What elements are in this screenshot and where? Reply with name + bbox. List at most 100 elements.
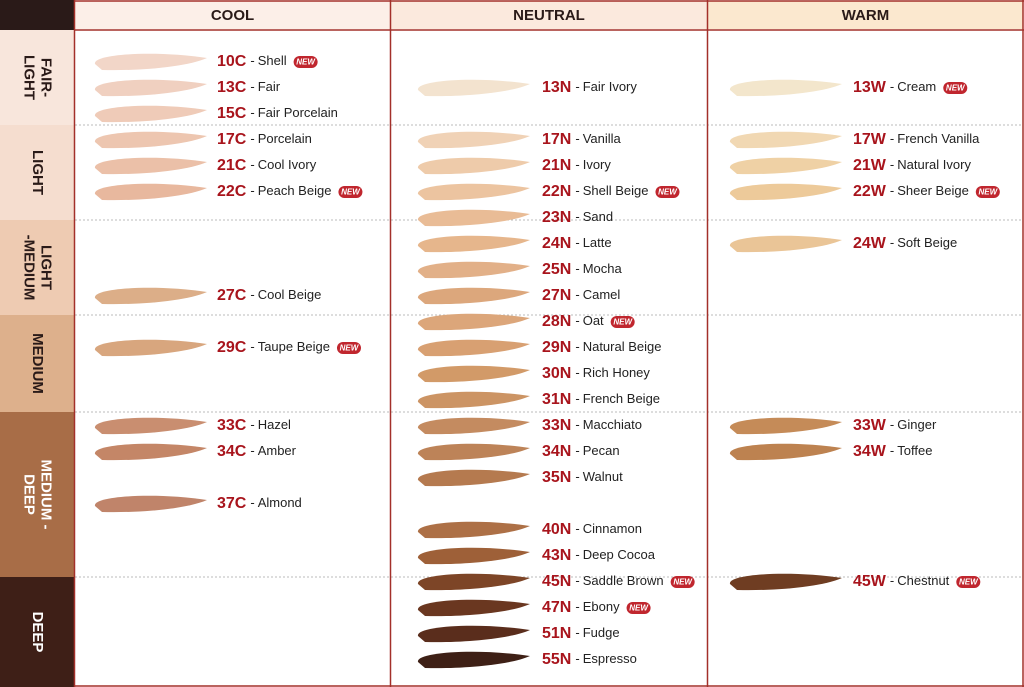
swatch: [729, 183, 842, 201]
shade-label: 30N - Rich Honey: [542, 365, 650, 382]
shade-name: Cinnamon: [583, 521, 642, 536]
shade-label: 34C - Amber: [217, 443, 297, 460]
swatch: [417, 235, 530, 253]
row-label-cell: [0, 220, 74, 315]
swatch: [417, 521, 530, 539]
shade-label: 22N - Shell Beige: [542, 183, 648, 200]
header-cell: [708, 1, 1023, 29]
shade-label: 40N - Cinnamon: [542, 521, 642, 538]
swatch: [417, 599, 530, 617]
shade-label: 29C - Taupe Beige: [217, 339, 330, 356]
separator: -: [250, 417, 254, 432]
shade-code: 47N: [542, 599, 571, 616]
shade-name: Shell: [258, 53, 287, 68]
shade-name: Taupe Beige: [258, 339, 330, 354]
shade-label: 37C - Almond: [217, 495, 302, 512]
shade-label: 43N - Deep Cocoa: [542, 547, 656, 564]
swatch: [417, 443, 530, 461]
swatch: [94, 183, 207, 201]
shade-code: 30N: [542, 365, 571, 382]
shade-name: Chestnut: [897, 573, 949, 588]
shade-label: 22W - Sheer Beige: [853, 183, 969, 200]
shade-code: 24W: [853, 235, 887, 252]
swatch: [417, 287, 530, 305]
shade-label: 17W - French Vanilla: [853, 131, 980, 148]
separator: -: [250, 339, 254, 354]
shade-code: 28N: [542, 313, 571, 330]
shade-label: 24W - Soft Beige: [853, 235, 957, 252]
shade-name: Walnut: [583, 469, 623, 484]
shade-label: 13W - Cream: [853, 79, 936, 96]
shade-name: Hazel: [258, 417, 291, 432]
new-badge-text: NEW: [673, 578, 693, 587]
shade-name: Fudge: [583, 625, 620, 640]
shade-code: 55N: [542, 651, 571, 668]
swatch: [729, 79, 842, 97]
corner: [0, 0, 74, 30]
separator: -: [250, 495, 254, 510]
swatch: [729, 157, 842, 175]
shade-name: Ginger: [897, 417, 937, 432]
new-badge: [956, 576, 981, 588]
swatch: [417, 261, 530, 279]
separator: -: [250, 131, 254, 146]
shade-label: 13C - Fair: [217, 79, 281, 96]
shade-code: 15C: [217, 105, 247, 122]
header-cell: [391, 1, 707, 29]
shade-label: 17C - Porcelain: [217, 131, 312, 148]
separator: -: [575, 313, 579, 328]
shade-code: 43N: [542, 547, 571, 564]
separator: -: [575, 183, 579, 198]
shade-label: 10C - Shell: [217, 53, 287, 70]
separator: -: [890, 79, 894, 94]
row-label: MEDIUM -: [38, 460, 55, 530]
separator: -: [575, 469, 579, 484]
row-label-cell: [0, 577, 74, 687]
shade-label: 35N - Walnut: [542, 469, 623, 486]
shade-label: 45W - Chestnut: [853, 573, 950, 590]
shade-code: 29C: [217, 339, 247, 356]
row-label-cell: [0, 315, 74, 412]
shade-label: 34W - Toffee: [853, 443, 932, 460]
shade-code: 10C: [217, 53, 247, 70]
shade-code: 51N: [542, 625, 571, 642]
separator: -: [575, 521, 579, 536]
shade-code: 34C: [217, 443, 247, 460]
row-label: LIGHT: [21, 55, 38, 100]
shade-name: Cool Beige: [258, 287, 322, 302]
separator: -: [575, 573, 579, 588]
shade-name: Natural Ivory: [897, 157, 971, 172]
shade-code: 33C: [217, 417, 247, 434]
shade-label: 51N - Fudge: [542, 625, 620, 642]
new-badge: [943, 82, 968, 94]
shade-name: Mocha: [583, 261, 623, 276]
swatch: [417, 365, 530, 383]
shade-label: 23N - Sand: [542, 209, 613, 226]
shade-code: 27C: [217, 287, 247, 304]
shade-name: Natural Beige: [583, 339, 662, 354]
shade-label: 33C - Hazel: [217, 417, 291, 434]
shade-name: Amber: [258, 443, 297, 458]
shade-name: Rich Honey: [583, 365, 651, 380]
shade-code: 23N: [542, 209, 571, 226]
swatch: [417, 79, 530, 97]
shade-label: 33W - Ginger: [853, 417, 937, 434]
separator: -: [890, 183, 894, 198]
row-label-cell: [0, 30, 74, 125]
swatch: [729, 131, 842, 149]
shade-name: French Vanilla: [897, 131, 980, 146]
shade-code: 35N: [542, 469, 571, 486]
separator: -: [575, 287, 579, 302]
swatch: [417, 417, 530, 435]
swatch: [94, 417, 207, 435]
shade-name: Espresso: [583, 651, 637, 666]
shade-code: 34W: [853, 443, 887, 460]
separator: -: [250, 79, 254, 94]
shade-code: 45W: [853, 573, 887, 590]
shade-label: 17N - Vanilla: [542, 131, 622, 148]
swatch: [94, 131, 207, 149]
separator: -: [575, 209, 579, 224]
row-label: FAIR-: [38, 58, 55, 97]
